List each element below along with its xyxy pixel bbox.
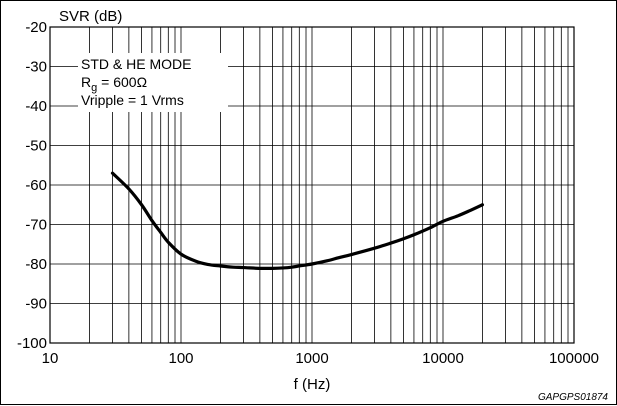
x-tick-label: 100000 bbox=[549, 350, 599, 367]
plot-border bbox=[49, 26, 575, 344]
legend-rg-letter: R bbox=[81, 74, 91, 90]
legend-line-vripple: Vripple = 1 Vrms bbox=[81, 92, 184, 108]
tick-labels: 10 100 1000 10000 100000 -20 -30 -40 -50 -60 -70 -8… bbox=[17, 19, 599, 367]
y-tick-label: -100 bbox=[17, 335, 47, 352]
legend-box: STD & HE MODE Rg = 600Ω Vripple = 1 Vrms bbox=[78, 53, 228, 112]
y-tick-label: -50 bbox=[25, 138, 47, 155]
legend-line-rg: Rg = 600Ω bbox=[81, 74, 147, 94]
x-axis-title: f (Hz) bbox=[294, 376, 331, 393]
legend-line-mode: STD & HE MODE bbox=[81, 56, 191, 72]
y-tick-label: -90 bbox=[25, 296, 47, 313]
legend-rg-subscript: g bbox=[91, 82, 97, 94]
y-tick-label: -60 bbox=[25, 177, 47, 194]
x-tick-label: 100 bbox=[168, 350, 193, 367]
y-tick-label: -80 bbox=[25, 256, 47, 273]
legend-rg-value: = 600Ω bbox=[97, 74, 147, 90]
y-tick-label: -40 bbox=[25, 98, 47, 115]
x-tick-label: 1000 bbox=[295, 350, 328, 367]
x-tick-label: 10 bbox=[42, 350, 59, 367]
y-axis-title: SVR (dB) bbox=[59, 8, 122, 25]
x-tick-label: 10000 bbox=[422, 350, 464, 367]
legend-background bbox=[78, 53, 228, 112]
y-tick-label: -30 bbox=[25, 59, 47, 76]
y-tick-label: -20 bbox=[25, 19, 47, 36]
figure-code: GAPGPS01874 bbox=[538, 392, 608, 403]
series-line bbox=[110, 171, 485, 271]
y-tick-label: -70 bbox=[25, 217, 47, 234]
